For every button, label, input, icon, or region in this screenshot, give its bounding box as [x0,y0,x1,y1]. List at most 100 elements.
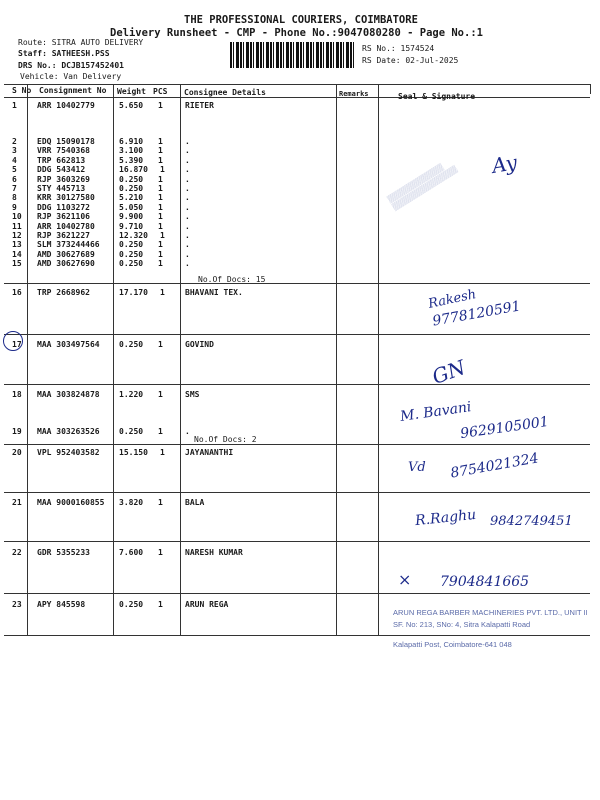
consignment-cell: VRR 7540368 [37,146,90,156]
sno-cell: 22 [12,548,22,557]
company-stamp-line1: ARUN REGA BARBER MACHINERIES PVT. LTD., … [393,608,588,617]
row-divider [4,444,590,445]
col-pcs: PCS [153,87,168,96]
sno-cell: 16 [12,288,22,297]
weight-cell: 6.910 [119,137,144,146]
staff-label: Staff: SATHEESH.PSS [18,49,110,58]
consignment-cell: EDQ 15090178 [37,137,95,146]
pcs-cell: 1 [158,146,163,156]
col-consignee: Consignee Details [184,88,266,97]
cross-mark: × [398,570,412,589]
consignment-cell: RJP 3621106 [37,212,90,222]
consignee-cell: BHAVANI TEX. [185,288,243,297]
pcs-cell: 1 [158,498,163,507]
row-divider [4,541,590,542]
col-weight: Weight [117,87,146,96]
consignment-cell: VPL 952403582 [37,448,100,457]
pcs-cell: 1 [158,390,163,399]
signature: Ay [490,150,519,178]
sno-cell: 13 [12,240,22,250]
vehicle-label: Vehicle: Van Delivery [20,72,122,81]
consignment-cell: APY 845598 [37,600,86,609]
column-divider [113,84,114,635]
row-divider [4,283,590,284]
consignment-cell: TRP 2668962 [37,288,90,297]
col-seal-signature: Seal & Signature [398,92,476,101]
runsheet-subtitle: Delivery Runsheet - CMP - Phone No.:9047… [110,27,483,39]
sno-cell: 11 [12,221,22,231]
consignee-cell: . [185,202,190,212]
consignment-cell: TRP 662813 [37,155,86,165]
consignment-cell: ARR 10402780 [37,221,95,231]
consignee-cell: JAYANANTHI [185,448,234,457]
sno-cell: 6 [12,174,17,184]
pcs-cell: 1 [160,448,165,457]
pcs-cell: 1 [158,221,163,231]
pcs-cell: 1 [160,288,165,297]
consignment-cell: AMD 30627690 [37,259,95,269]
sno-cell: 23 [12,600,22,609]
consignee-cell: . [185,249,190,259]
consignee-cell: GOVIND [185,340,214,349]
sno-cell: 5 [12,165,17,175]
consignment-cell: MAA 303263526 [37,427,100,436]
col-remarks: Remarks [339,90,369,98]
sno-cell: 12 [12,231,22,240]
consignment-cell: KRR 30127580 [37,193,95,203]
row-divider [4,84,590,85]
receiver-name: M. Bavani [399,399,473,425]
sno-cell: 4 [12,155,17,165]
col-consignment: Consignment No [39,86,107,95]
pcs-cell: 1 [158,202,163,212]
sno-cell: 14 [12,249,22,259]
consignee-cell: . [185,137,190,146]
pcs-cell: 1 [158,240,163,250]
weight-cell: 0.250 [119,600,144,609]
weight-cell: 16.870 [119,165,148,175]
row-divider [4,492,590,493]
consignee-cell: . [185,193,190,203]
consignee-cell: NARESH KUMAR [185,548,243,557]
consignee-cell: . [185,231,190,240]
consignee-cell: . [185,427,190,436]
column-divider [378,84,379,635]
signature: R.Raghu [414,506,477,530]
receiver-phone: 9842749451 [490,514,573,529]
sno-cell: 20 [12,448,22,457]
weight-cell: 0.250 [119,174,144,184]
weight-cell: 17.170 [119,288,148,297]
pcs-cell: 1 [160,165,165,175]
weight-cell: 0.250 [119,184,144,193]
weight-cell: 3.820 [119,498,144,507]
sno-cell: 10 [12,212,22,222]
rs-date: RS Date: 02-Jul-2025 [362,56,459,65]
sno-cell: 9 [12,202,17,212]
company-title: THE PROFESSIONAL COURIERS, COIMBATORE [184,14,418,26]
rs-number: RS No.: 1574524 [362,44,435,53]
docs-count: No.Of Docs: 15 [198,275,266,284]
barcode [230,42,356,68]
weight-cell: 9.710 [119,221,144,231]
weight-cell: 5.050 [119,202,144,212]
company-stamp-line2: SF. No: 213, SNo: 4, Sitra Kalapatti Roa… [393,620,531,629]
consignment-cell: SLM 373244466 [37,240,100,250]
consignee-cell: . [185,184,190,193]
weight-cell: 0.250 [119,240,144,250]
sno-cell: 8 [12,193,17,203]
receiver-phone: 7904841665 [440,574,530,590]
sno-cell: 3 [12,146,17,156]
signature: Vd [408,460,426,475]
consignment-cell: AMD 30627689 [37,249,95,259]
weight-cell: 5.650 [119,101,144,110]
sno-cell: 7 [12,184,17,193]
pcs-cell: 1 [158,101,163,110]
pcs-cell: 1 [158,137,163,146]
consignment-cell: STY 445713 [37,184,86,193]
weight-cell: 0.250 [119,259,144,269]
receiver-phone: 8754021324 [449,450,540,482]
pcs-cell: 1 [158,427,163,436]
row-divider [4,635,590,636]
consignee-cell: . [185,259,190,269]
weight-cell: 9.900 [119,212,144,222]
faded-stamp: ▒▒▒▒▒▒▒▒▒▒▒▒ ▒▒▒▒▒▒▒▒▒▒▒▒▒▒ [385,162,459,212]
